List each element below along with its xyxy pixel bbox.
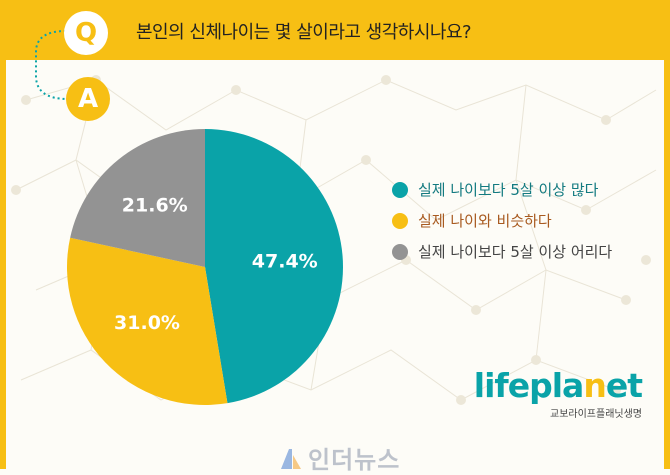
pie-value-label-1: 47.4% [252,250,318,272]
question-badge: Q [64,11,108,55]
watermark: 인더뉴스 [278,440,400,475]
legend-dot-1 [392,181,408,198]
legend-item-2: 실제 나이와 비슷하다 [392,205,612,236]
header-bar [0,0,670,60]
pie-slice-3 [70,129,206,267]
legend-dot-2 [392,212,408,229]
question-title: 본인의 신체나이는 몇 살이라고 생각하시나요? [136,22,472,43]
legend-label-3: 실제 나이보다 5살 이상 어리다 [418,243,613,261]
answer-badge: A [66,77,110,121]
legend-label-2: 실제 나이와 비슷하다 [418,212,552,230]
brand-subtitle: 교보라이프플래닛생명 [550,409,642,420]
pie-value-label-2: 31.0% [114,312,180,334]
qa-connector-line [35,30,69,100]
frame-left [0,0,6,469]
watermark-text: 인더뉴스 [308,446,401,474]
brand-name: lifeplanet [473,366,643,405]
pie-value-label-3: 21.6% [122,195,188,217]
brand-logo: lifeplanet 교보라이프플래닛생명 [473,366,643,421]
legend-dot-3 [392,243,408,260]
inthenews-logo-icon [281,448,301,469]
pie-chart: 47.4% 31.0% 21.6% [66,129,343,405]
legend-label-1: 실제 나이보다 5살 이상 많다 [418,181,599,199]
pie-slice-1 [205,129,343,404]
legend-item-3: 실제 나이보다 5살 이상 어리다 [392,236,612,267]
legend-item-1: 실제 나이보다 5살 이상 많다 [392,174,612,205]
frame-right [664,0,670,469]
pie-slice-2 [66,237,228,405]
